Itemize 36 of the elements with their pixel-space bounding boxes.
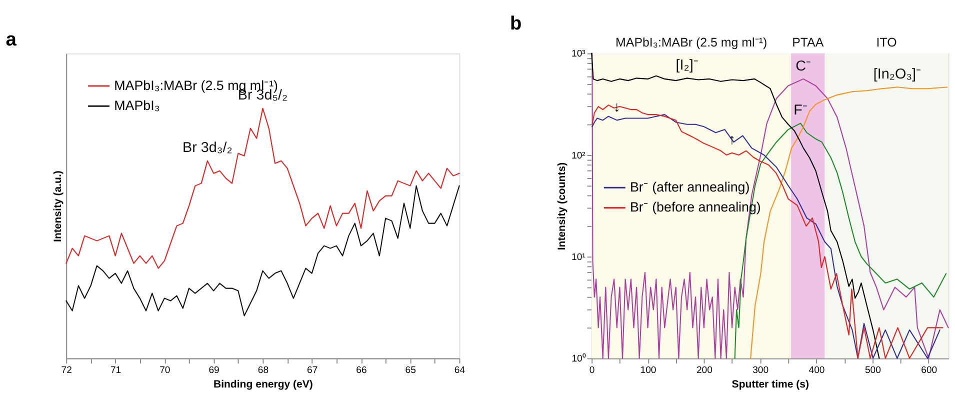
y-tick-label: 10¹ xyxy=(572,252,586,263)
x-tick-label: 69 xyxy=(208,365,220,376)
y-axis-title: Intensity (counts) xyxy=(556,162,568,250)
band-label: MAPbI₃:MABr (2.5 mg ml⁻¹) xyxy=(616,36,768,50)
annotation: C⁻ xyxy=(796,58,812,74)
x-tick-label: 0 xyxy=(589,365,595,376)
x-tick-label: 500 xyxy=(864,365,881,376)
legend-label: Br⁻ (after annealing) xyxy=(630,179,750,194)
x-tick-label: 400 xyxy=(808,365,825,376)
band-label: PTAA xyxy=(792,36,824,50)
chart-title: a xyxy=(6,30,17,51)
x-tick-label: 68 xyxy=(258,365,269,376)
annotation: [In₂O₃]⁻ xyxy=(873,66,921,83)
annotation: [I₂]⁻ xyxy=(676,58,698,74)
y-tick-label: 10² xyxy=(572,150,586,162)
annotation: F⁻ xyxy=(794,102,808,119)
x-tick-label: 600 xyxy=(921,365,938,376)
chart-title: b xyxy=(510,13,522,34)
x-tick-label: 66 xyxy=(356,365,367,376)
y-tick-label: 10³ xyxy=(572,48,586,60)
x-axis-title: Binding energy (eV) xyxy=(213,378,313,391)
x-tick-label: 65 xyxy=(405,365,416,376)
x-tick-label: 67 xyxy=(307,365,318,376)
x-tick-label: 300 xyxy=(752,365,769,376)
x-axis-title: Sputter time (s) xyxy=(732,378,810,391)
x-tick-label: 100 xyxy=(640,365,656,376)
x-tick-label: 71 xyxy=(110,365,122,376)
legend-label: MAPbI₃ xyxy=(114,98,160,113)
annotation: Br 3d₃/₂ xyxy=(182,140,232,156)
x-tick-label: 70 xyxy=(160,365,170,376)
x-tick-label: 64 xyxy=(454,365,466,376)
x-tick-label: 72 xyxy=(61,365,72,376)
x-tick-label: 200 xyxy=(696,365,712,376)
band-label: ITO xyxy=(876,36,898,50)
y-tick-label: 10⁰ xyxy=(572,352,586,365)
y-axis-title: Intensity (a.u.) xyxy=(52,170,64,242)
